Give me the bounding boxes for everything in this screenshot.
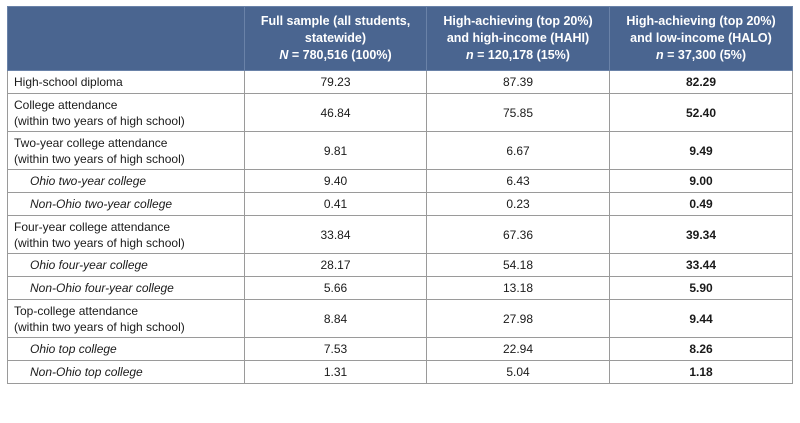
cell-full-sample: 46.84 — [244, 93, 427, 132]
row-label-line: Ohio top college — [30, 342, 117, 356]
table-body: High-school diploma 79.23 87.39 82.29 Colleg… — [7, 70, 793, 384]
cell-full-sample: 5.66 — [244, 276, 427, 300]
table-row: College attendance (within two years of h… — [7, 93, 793, 132]
cell-hahi: 27.98 — [426, 299, 610, 338]
header-full-sample: Full sample (all students, statewide) N … — [244, 6, 427, 71]
cell-halo: 39.34 — [609, 215, 793, 254]
header-blank — [7, 6, 245, 71]
table-row: High-school diploma 79.23 87.39 82.29 — [7, 70, 793, 94]
row-label: High-school diploma — [7, 70, 245, 94]
cell-hahi: 6.43 — [426, 169, 610, 193]
header-line: Full sample (all students, — [260, 14, 411, 28]
cell-halo: 52.40 — [609, 93, 793, 132]
header-n-value: = 37,300 (5%) — [663, 48, 746, 62]
row-label: Top-college attendance (within two years … — [7, 299, 245, 338]
table-container: Full sample (all students, statewide) N … — [7, 6, 793, 384]
header-n: n = 37,300 (5%) — [614, 47, 788, 64]
attendance-table: Full sample (all students, statewide) N … — [7, 6, 793, 384]
cell-halo: 5.90 — [609, 276, 793, 300]
cell-halo: 82.29 — [609, 70, 793, 94]
row-label-qualifier: (within two years of high school) — [14, 113, 185, 128]
cell-hahi: 87.39 — [426, 70, 610, 94]
header-n-label: N — [279, 48, 289, 62]
row-label: College attendance (within two years of h… — [7, 93, 245, 132]
table-row: Non-Ohio four-year college 5.66 13.18 5.90 — [7, 276, 793, 300]
cell-halo: 1.18 — [609, 360, 793, 384]
cell-full-sample: 79.23 — [244, 70, 427, 94]
row-label: Two-year college attendance (within two y… — [7, 131, 245, 170]
table-row: Non-Ohio top college 1.31 5.04 1.18 — [7, 360, 793, 384]
row-label-line: High-school diploma — [14, 75, 123, 89]
header-n-value: = 120,178 (15%) — [473, 48, 570, 62]
row-label-qualifier: (within two years of high school) — [14, 319, 185, 334]
row-label-line: Ohio four-year college — [30, 258, 148, 272]
header-line: High-achieving (top 20%) — [626, 14, 776, 28]
cell-halo: 9.49 — [609, 131, 793, 170]
row-label: Ohio top college — [7, 337, 245, 361]
table-row: Ohio top college 7.53 22.94 8.26 — [7, 337, 793, 361]
row-label-line: Four-year college attendance — [14, 219, 171, 234]
cell-hahi: 6.67 — [426, 131, 610, 170]
row-label: Ohio two-year college — [7, 169, 245, 193]
cell-halo: 8.26 — [609, 337, 793, 361]
cell-full-sample: 33.84 — [244, 215, 427, 254]
table-row: Ohio four-year college 28.17 54.18 33.44 — [7, 253, 793, 277]
row-label-qualifier: (within two years of high school) — [14, 151, 185, 166]
cell-full-sample: 1.31 — [244, 360, 427, 384]
cell-halo: 0.49 — [609, 192, 793, 216]
header-line: and high-income (HAHI) — [446, 31, 590, 45]
row-label-line: Two-year college attendance — [14, 135, 168, 150]
cell-halo: 33.44 — [609, 253, 793, 277]
row-label-line: College attendance — [14, 97, 118, 112]
cell-halo: 9.44 — [609, 299, 793, 338]
row-label-qualifier: (within two years of high school) — [14, 235, 185, 250]
row-label-line: Ohio two-year college — [30, 174, 147, 188]
table-row: Ohio two-year college 9.40 6.43 9.00 — [7, 169, 793, 193]
table-row: Four-year college attendance (within two … — [7, 215, 793, 254]
row-label: Four-year college attendance (within two … — [7, 215, 245, 254]
cell-full-sample: 8.84 — [244, 299, 427, 338]
cell-full-sample: 7.53 — [244, 337, 427, 361]
header-n-label: n — [656, 48, 664, 62]
cell-full-sample: 0.41 — [244, 192, 427, 216]
cell-full-sample: 9.81 — [244, 131, 427, 170]
cell-hahi: 22.94 — [426, 337, 610, 361]
cell-full-sample: 28.17 — [244, 253, 427, 277]
header-row: Full sample (all students, statewide) N … — [7, 6, 793, 71]
header-n-value: = 780,516 (100%) — [288, 48, 392, 62]
cell-hahi: 13.18 — [426, 276, 610, 300]
header-n-label: n — [466, 48, 474, 62]
row-label: Ohio four-year college — [7, 253, 245, 277]
header-line: and low-income (HALO) — [630, 31, 772, 45]
header-halo: High-achieving (top 20%) and low-income … — [609, 6, 793, 71]
row-label-line: Non-Ohio two-year college — [30, 197, 173, 211]
cell-hahi: 0.23 — [426, 192, 610, 216]
row-label-line: Non-Ohio top college — [30, 365, 143, 379]
cell-full-sample: 9.40 — [244, 169, 427, 193]
table-row: Non-Ohio two-year college 0.41 0.23 0.49 — [7, 192, 793, 216]
cell-hahi: 75.85 — [426, 93, 610, 132]
header-n: N = 780,516 (100%) — [249, 47, 422, 64]
header-hahi: High-achieving (top 20%) and high-income… — [426, 6, 610, 71]
table-row: Top-college attendance (within two years … — [7, 299, 793, 338]
cell-hahi: 67.36 — [426, 215, 610, 254]
table-row: Two-year college attendance (within two y… — [7, 131, 793, 170]
cell-hahi: 5.04 — [426, 360, 610, 384]
row-label: Non-Ohio two-year college — [7, 192, 245, 216]
row-label: Non-Ohio top college — [7, 360, 245, 384]
cell-hahi: 54.18 — [426, 253, 610, 277]
header-n: n = 120,178 (15%) — [431, 47, 605, 64]
row-label-line: Non-Ohio four-year college — [30, 281, 174, 295]
row-label-line: Top-college attendance — [14, 303, 139, 318]
row-label: Non-Ohio four-year college — [7, 276, 245, 300]
header-line: High-achieving (top 20%) — [443, 14, 593, 28]
header-line: statewide) — [304, 31, 367, 45]
cell-halo: 9.00 — [609, 169, 793, 193]
